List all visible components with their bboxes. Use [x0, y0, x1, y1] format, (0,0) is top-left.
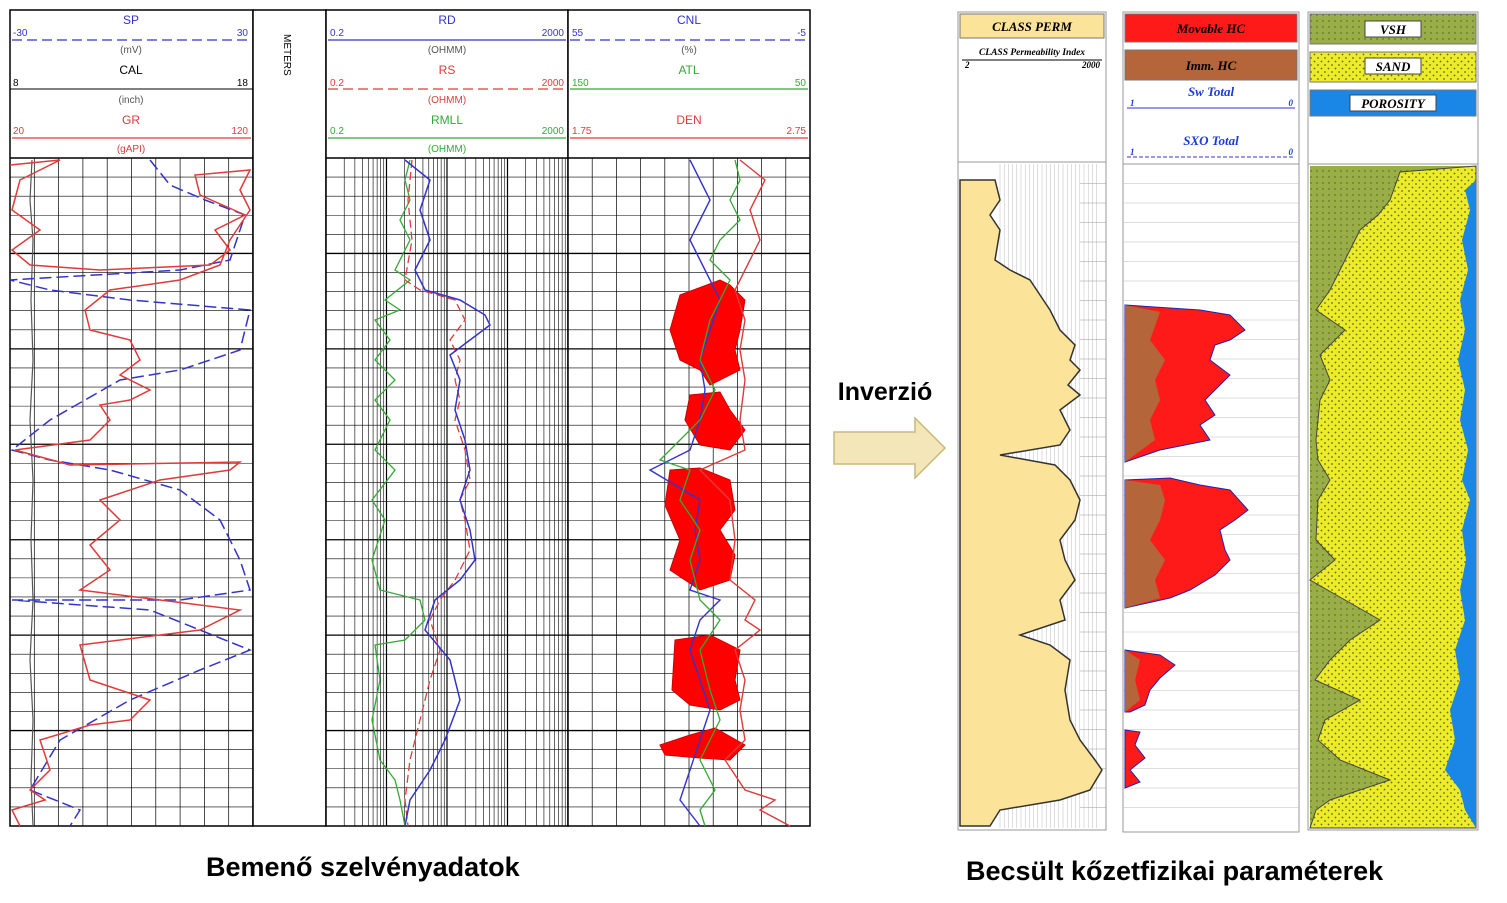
gas-crossover-fill — [684, 391, 746, 451]
cal-curve — [29, 159, 34, 827]
den-label: DEN — [676, 113, 701, 127]
cnl-max: -5 — [797, 28, 806, 39]
track2-log-grid — [326, 158, 568, 826]
perm-max: 2000 — [1081, 60, 1101, 70]
movable-hc-title: Movable HC — [1176, 21, 1246, 36]
sxo-max: 0 — [1289, 147, 1294, 157]
imm-hc-title: Imm. HC — [1185, 58, 1237, 73]
movable-hc-fill — [1124, 304, 1246, 463]
cal-min: 8 — [13, 78, 19, 89]
right-caption: Becsült kőzetfizikai paraméterek — [966, 856, 1384, 886]
rs-label: RS — [439, 63, 456, 77]
imm-hc-fill — [1125, 650, 1140, 712]
atl-curve — [658, 159, 741, 827]
lithology-track: VSH SAND POROSITY — [1307, 11, 1479, 831]
sw-total-title: Sw Total — [1188, 84, 1235, 99]
imm-hc-fill — [1125, 305, 1165, 462]
rmll-curve — [371, 159, 426, 827]
cal-unit: (inch) — [118, 95, 143, 106]
input-log-panel: SP -30 30 (mV) CAL 8 18 (inch) GR 20 120… — [9, 9, 811, 827]
sxo-min: 1 — [1130, 147, 1135, 157]
sp-label: SP — [123, 13, 139, 27]
sp-min: -30 — [13, 28, 28, 39]
arrow-label: Inverzió — [838, 378, 932, 406]
cnl-curve — [648, 159, 722, 827]
perm-fill — [959, 179, 1103, 827]
atl-min: 150 — [572, 78, 589, 89]
rmll-unit: (OHMM) — [428, 144, 466, 155]
sand-title: SAND — [1376, 59, 1411, 74]
rd-max: 2000 — [542, 28, 565, 39]
vsh-title: VSH — [1380, 22, 1407, 37]
rs-min: 0.2 — [330, 78, 344, 89]
rd-label: RD — [438, 13, 456, 27]
perm-min: 2 — [964, 60, 970, 70]
cal-label: CAL — [119, 63, 143, 77]
depth-track: METERS — [252, 9, 327, 827]
gr-max: 120 — [231, 126, 248, 137]
perm-title: CLASS PERM — [992, 19, 1072, 34]
hc-track: Movable HC Imm. HC Sw Total 1 0 SXO Tota… — [1122, 11, 1300, 833]
perm-track: CLASS PERM CLASS Permeability Index 2 20… — [957, 11, 1107, 831]
gr-label: GR — [122, 113, 140, 127]
left-caption: Bemenő szelvényadatok — [206, 852, 520, 882]
movable-hc-fill — [1124, 729, 1146, 789]
cnl-min: 55 — [572, 28, 584, 39]
gr-unit: (gAPI) — [117, 144, 145, 155]
perm-subtitle: CLASS Permeability Index — [979, 48, 1085, 58]
atl-max: 50 — [795, 78, 807, 89]
rd-min: 0.2 — [330, 28, 344, 39]
cnl-unit: (%) — [681, 45, 697, 56]
arrow-right-icon — [833, 416, 947, 480]
den-min: 1.75 — [572, 126, 592, 137]
rd-unit: (OHMM) — [428, 45, 466, 56]
depth-label: METERS — [281, 34, 292, 76]
gr-min: 20 — [13, 126, 25, 137]
rd-curve — [404, 159, 491, 827]
imm-hc-fill — [1125, 480, 1165, 608]
sp-unit: (mV) — [120, 45, 142, 56]
rs-curve — [404, 159, 471, 827]
sxo-total-title: SXO Total — [1183, 133, 1239, 148]
sw-max: 0 — [1289, 98, 1294, 108]
den-curve — [698, 159, 791, 827]
sp-max: 30 — [237, 28, 249, 39]
track1: SP -30 30 (mV) CAL 8 18 (inch) GR 20 120… — [9, 9, 254, 827]
porosity-title: POROSITY — [1361, 96, 1426, 111]
cal-max: 18 — [237, 78, 249, 89]
rmll-max: 2000 — [542, 126, 565, 137]
inversion-arrow: Inverzió — [833, 378, 947, 480]
den-max: 2.75 — [787, 126, 807, 137]
sand-fill — [1309, 165, 1477, 829]
rs-unit: (OHMM) — [428, 95, 466, 106]
porosity-fill — [1445, 180, 1476, 828]
gas-crossover-fill — [659, 727, 746, 761]
rmll-min: 0.2 — [330, 126, 344, 137]
track3: CNL 55 -5 (%) ATL 150 50 DEN 1.75 2.75 — [567, 9, 811, 827]
rmll-label: RMLL — [431, 113, 463, 127]
gr-curve — [9, 159, 252, 827]
atl-label: ATL — [678, 63, 699, 77]
output-log-panel: CLASS PERM CLASS Permeability Index 2 20… — [957, 11, 1479, 833]
cnl-label: CNL — [677, 13, 701, 27]
rs-max: 2000 — [542, 78, 565, 89]
track2: RD 0.2 2000 (OHMM) RS 0.2 2000 (OHMM) RM… — [325, 9, 569, 827]
sw-min: 1 — [1130, 98, 1135, 108]
